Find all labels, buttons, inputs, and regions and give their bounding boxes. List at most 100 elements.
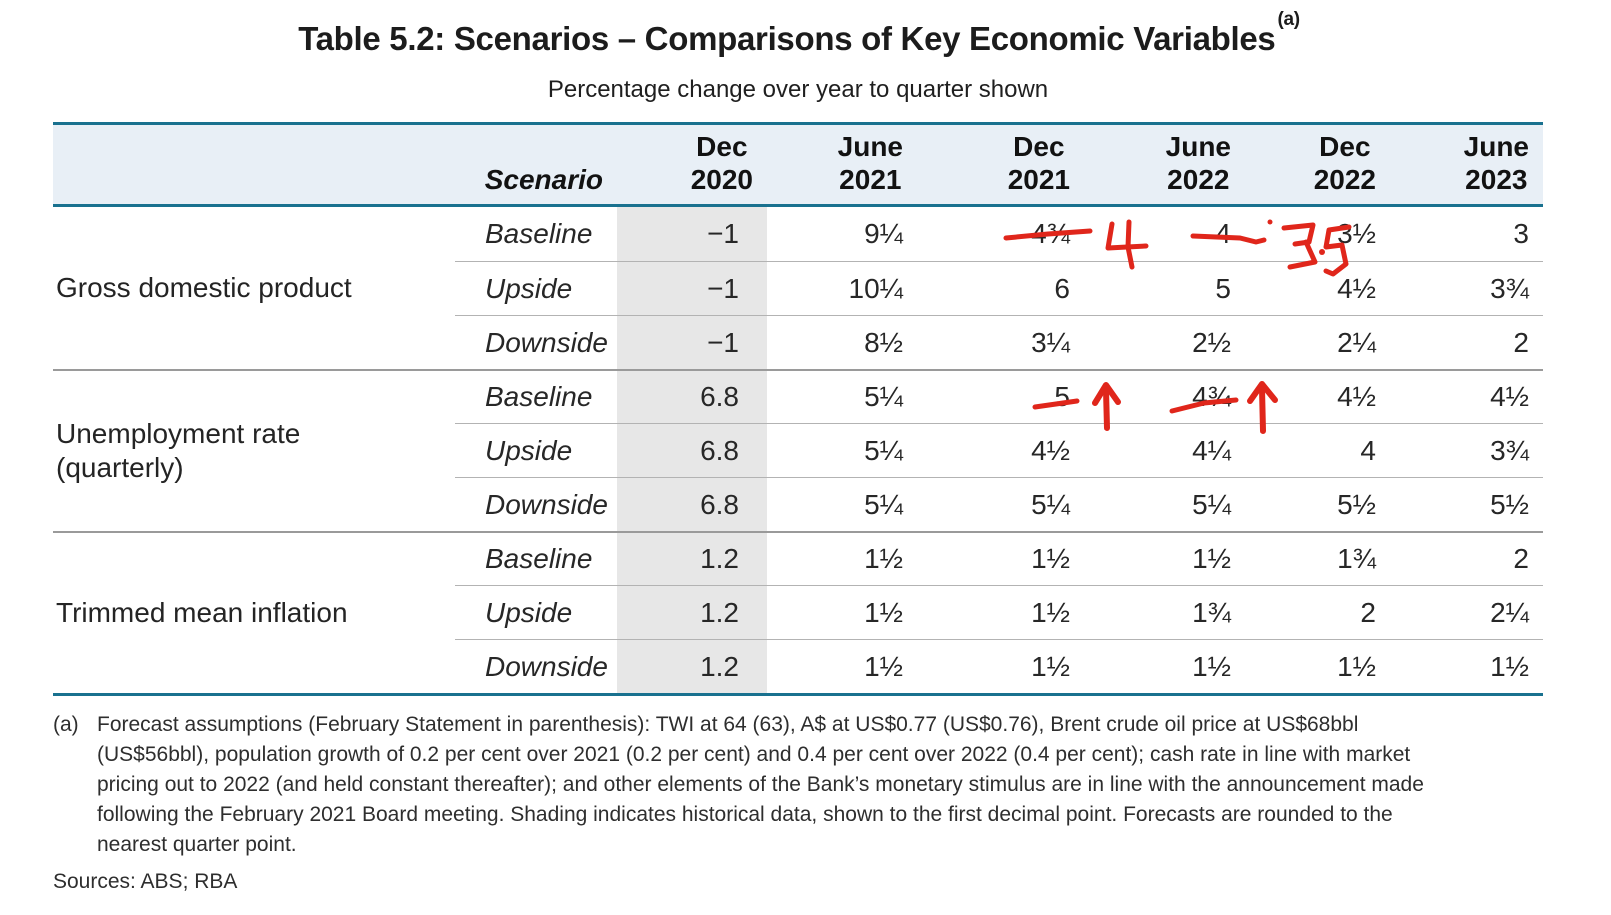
sources-line: Sources: ABS; RBA	[53, 870, 238, 893]
section-trimmed-mean-inflation: Trimmed mean inflation Baseline 1.2 1½ 1½ 1½ 1…	[53, 531, 1543, 693]
value-cell: 1½	[1192, 650, 1231, 682]
scenario-cell: Downside	[485, 326, 608, 358]
scenario-cell: Baseline	[485, 218, 593, 249]
title-row: Table 5.2: Scenarios – Comparisons of Ke…	[53, 9, 1543, 58]
table-row: Downside 6.8 5¼ 5¼ 5¼ 5½ 5½	[455, 477, 1543, 531]
table-header-row: Scenario Dec 2020 June 2021 Dec 2021 June 2022 D…	[53, 122, 1543, 207]
value-cell: 2	[1513, 326, 1529, 358]
scenario-cell: Upside	[485, 272, 573, 304]
column-header-month: June	[1463, 131, 1529, 162]
scenario-cell: Upside	[485, 434, 573, 466]
column-header-dec-2021: Dec 2021	[917, 130, 1084, 204]
value-cell: 4¾	[1192, 381, 1231, 412]
value-cell: 1¾	[1337, 543, 1376, 574]
column-header-month: Dec	[1013, 131, 1065, 162]
value-cell: 1½	[1031, 650, 1070, 682]
row-group-label-line: Gross domestic product	[56, 272, 352, 303]
value-cell: 3¾	[1490, 272, 1529, 304]
value-cell: −1	[617, 262, 767, 315]
value-cell: 5½	[1337, 488, 1376, 520]
value-cell: 5	[1054, 381, 1070, 412]
section-unemployment-rate: Unemployment rate (quarterly) Baseline 6.8 5…	[53, 369, 1543, 531]
value-cell: 1½	[1490, 650, 1529, 682]
value-cell: 5½	[1490, 488, 1529, 520]
value-cell: 1½	[1031, 596, 1070, 628]
value-cell: 1½	[1192, 543, 1231, 574]
column-header-year: 2020	[690, 164, 753, 195]
table-row: Baseline 1.2 1½ 1½ 1½ 1¾ 2	[455, 533, 1543, 585]
value-cell: 3¼	[1031, 326, 1070, 358]
value-cell: 4½	[1031, 434, 1070, 466]
column-header-month: June	[1165, 131, 1231, 162]
value-cell: 2½	[1192, 326, 1231, 358]
value-cell: 3	[1513, 218, 1529, 249]
section-gross-domestic-product: Gross domestic product Baseline −1 9¼ 4¾ 4 3½ 3…	[53, 207, 1543, 369]
value-cell: 1¾	[1192, 596, 1231, 628]
row-group-label-line: Trimmed mean inflation	[56, 597, 348, 628]
scenario-cell: Downside	[485, 650, 608, 682]
value-cell: 1½	[1337, 650, 1376, 682]
table-row: Baseline −1 9¼ 4¾ 4 3½ 3	[455, 207, 1543, 261]
value-cell: 6.8	[617, 371, 767, 423]
table-row: Downside 1.2 1½ 1½ 1½ 1½ 1½	[455, 639, 1543, 693]
column-header-month: June	[837, 131, 903, 162]
column-header-dec-2022: Dec 2022	[1245, 130, 1390, 204]
footnote-reference: (a)	[1277, 9, 1300, 30]
value-cell: 4½	[1490, 381, 1529, 412]
value-cell: 5¼	[864, 434, 903, 466]
table-title-text: Table 5.2: Scenarios – Comparisons of Ke…	[298, 20, 1276, 57]
value-cell: 5¼	[1192, 488, 1231, 520]
value-cell: 10¼	[848, 272, 904, 304]
row-group-label: Trimmed mean inflation	[53, 533, 455, 693]
value-cell: 5¼	[864, 381, 903, 412]
column-header-year: 2022	[1167, 164, 1230, 195]
value-cell: 2	[1360, 596, 1376, 628]
value-cell: 1.2	[617, 533, 767, 585]
value-cell: 8½	[864, 326, 903, 358]
value-cell: 4	[1215, 218, 1231, 249]
value-cell: 1½	[1031, 543, 1070, 574]
table-row: Baseline 6.8 5¼ 5 4¾ 4½ 4½	[455, 371, 1543, 423]
column-header-june-2021: June 2021	[767, 130, 917, 204]
scenario-cell: Baseline	[485, 543, 593, 574]
row-group-label: Unemployment rate (quarterly)	[53, 371, 455, 531]
table-row: Upside 1.2 1½ 1½ 1¾ 2 2¼	[455, 585, 1543, 639]
column-header-dec-2020: Dec 2020	[617, 130, 767, 204]
header-spacer	[53, 196, 455, 204]
value-cell: 4¼	[1192, 434, 1231, 466]
value-cell: 2	[1513, 543, 1529, 574]
footnote: (a) Forecast assumptions (February State…	[53, 710, 1453, 860]
value-cell: 5	[1215, 272, 1231, 304]
value-cell: 2¼	[1490, 596, 1529, 628]
page-title: Table 5.2: Scenarios – Comparisons of Ke…	[298, 9, 1300, 58]
value-cell: 1½	[864, 543, 903, 574]
row-group-label-line: (quarterly)	[56, 452, 184, 483]
value-cell: −1	[617, 316, 767, 369]
value-cell: 5¼	[864, 488, 903, 520]
column-header-year: 2022	[1313, 164, 1376, 195]
table-subtitle: Percentage change over year to quarter s…	[547, 76, 1049, 103]
value-cell: 4	[1360, 434, 1376, 466]
row-group-label-line: Unemployment rate	[56, 418, 301, 449]
value-cell: 1.2	[617, 586, 767, 639]
economic-variables-table: Scenario Dec 2020 June 2021 Dec 2021 June 2022 D…	[53, 122, 1543, 696]
value-cell: 2¼	[1337, 326, 1376, 358]
value-cell: 5¼	[1031, 488, 1070, 520]
value-cell: 6.8	[617, 424, 767, 477]
footnote-marker: (a)	[53, 713, 79, 736]
column-header-scenario: Scenario	[484, 164, 603, 195]
scenario-cell: Upside	[485, 596, 573, 628]
scenario-cell: Downside	[485, 488, 608, 520]
value-cell: 4¾	[1031, 218, 1070, 249]
scenario-cell: Baseline	[485, 381, 593, 412]
column-header-year: 2023	[1465, 164, 1528, 195]
table-body: Gross domestic product Baseline −1 9¼ 4¾ 4 3½ 3…	[53, 207, 1543, 696]
value-cell: 3¾	[1490, 434, 1529, 466]
value-cell: 6	[1054, 272, 1070, 304]
column-header-month: Dec	[696, 131, 748, 162]
value-cell: 9¼	[864, 218, 903, 249]
column-header-year: 2021	[1007, 164, 1070, 195]
table-row: Upside −1 10¼ 6 5 4½ 3¾	[455, 261, 1543, 315]
value-cell: 1½	[864, 650, 903, 682]
